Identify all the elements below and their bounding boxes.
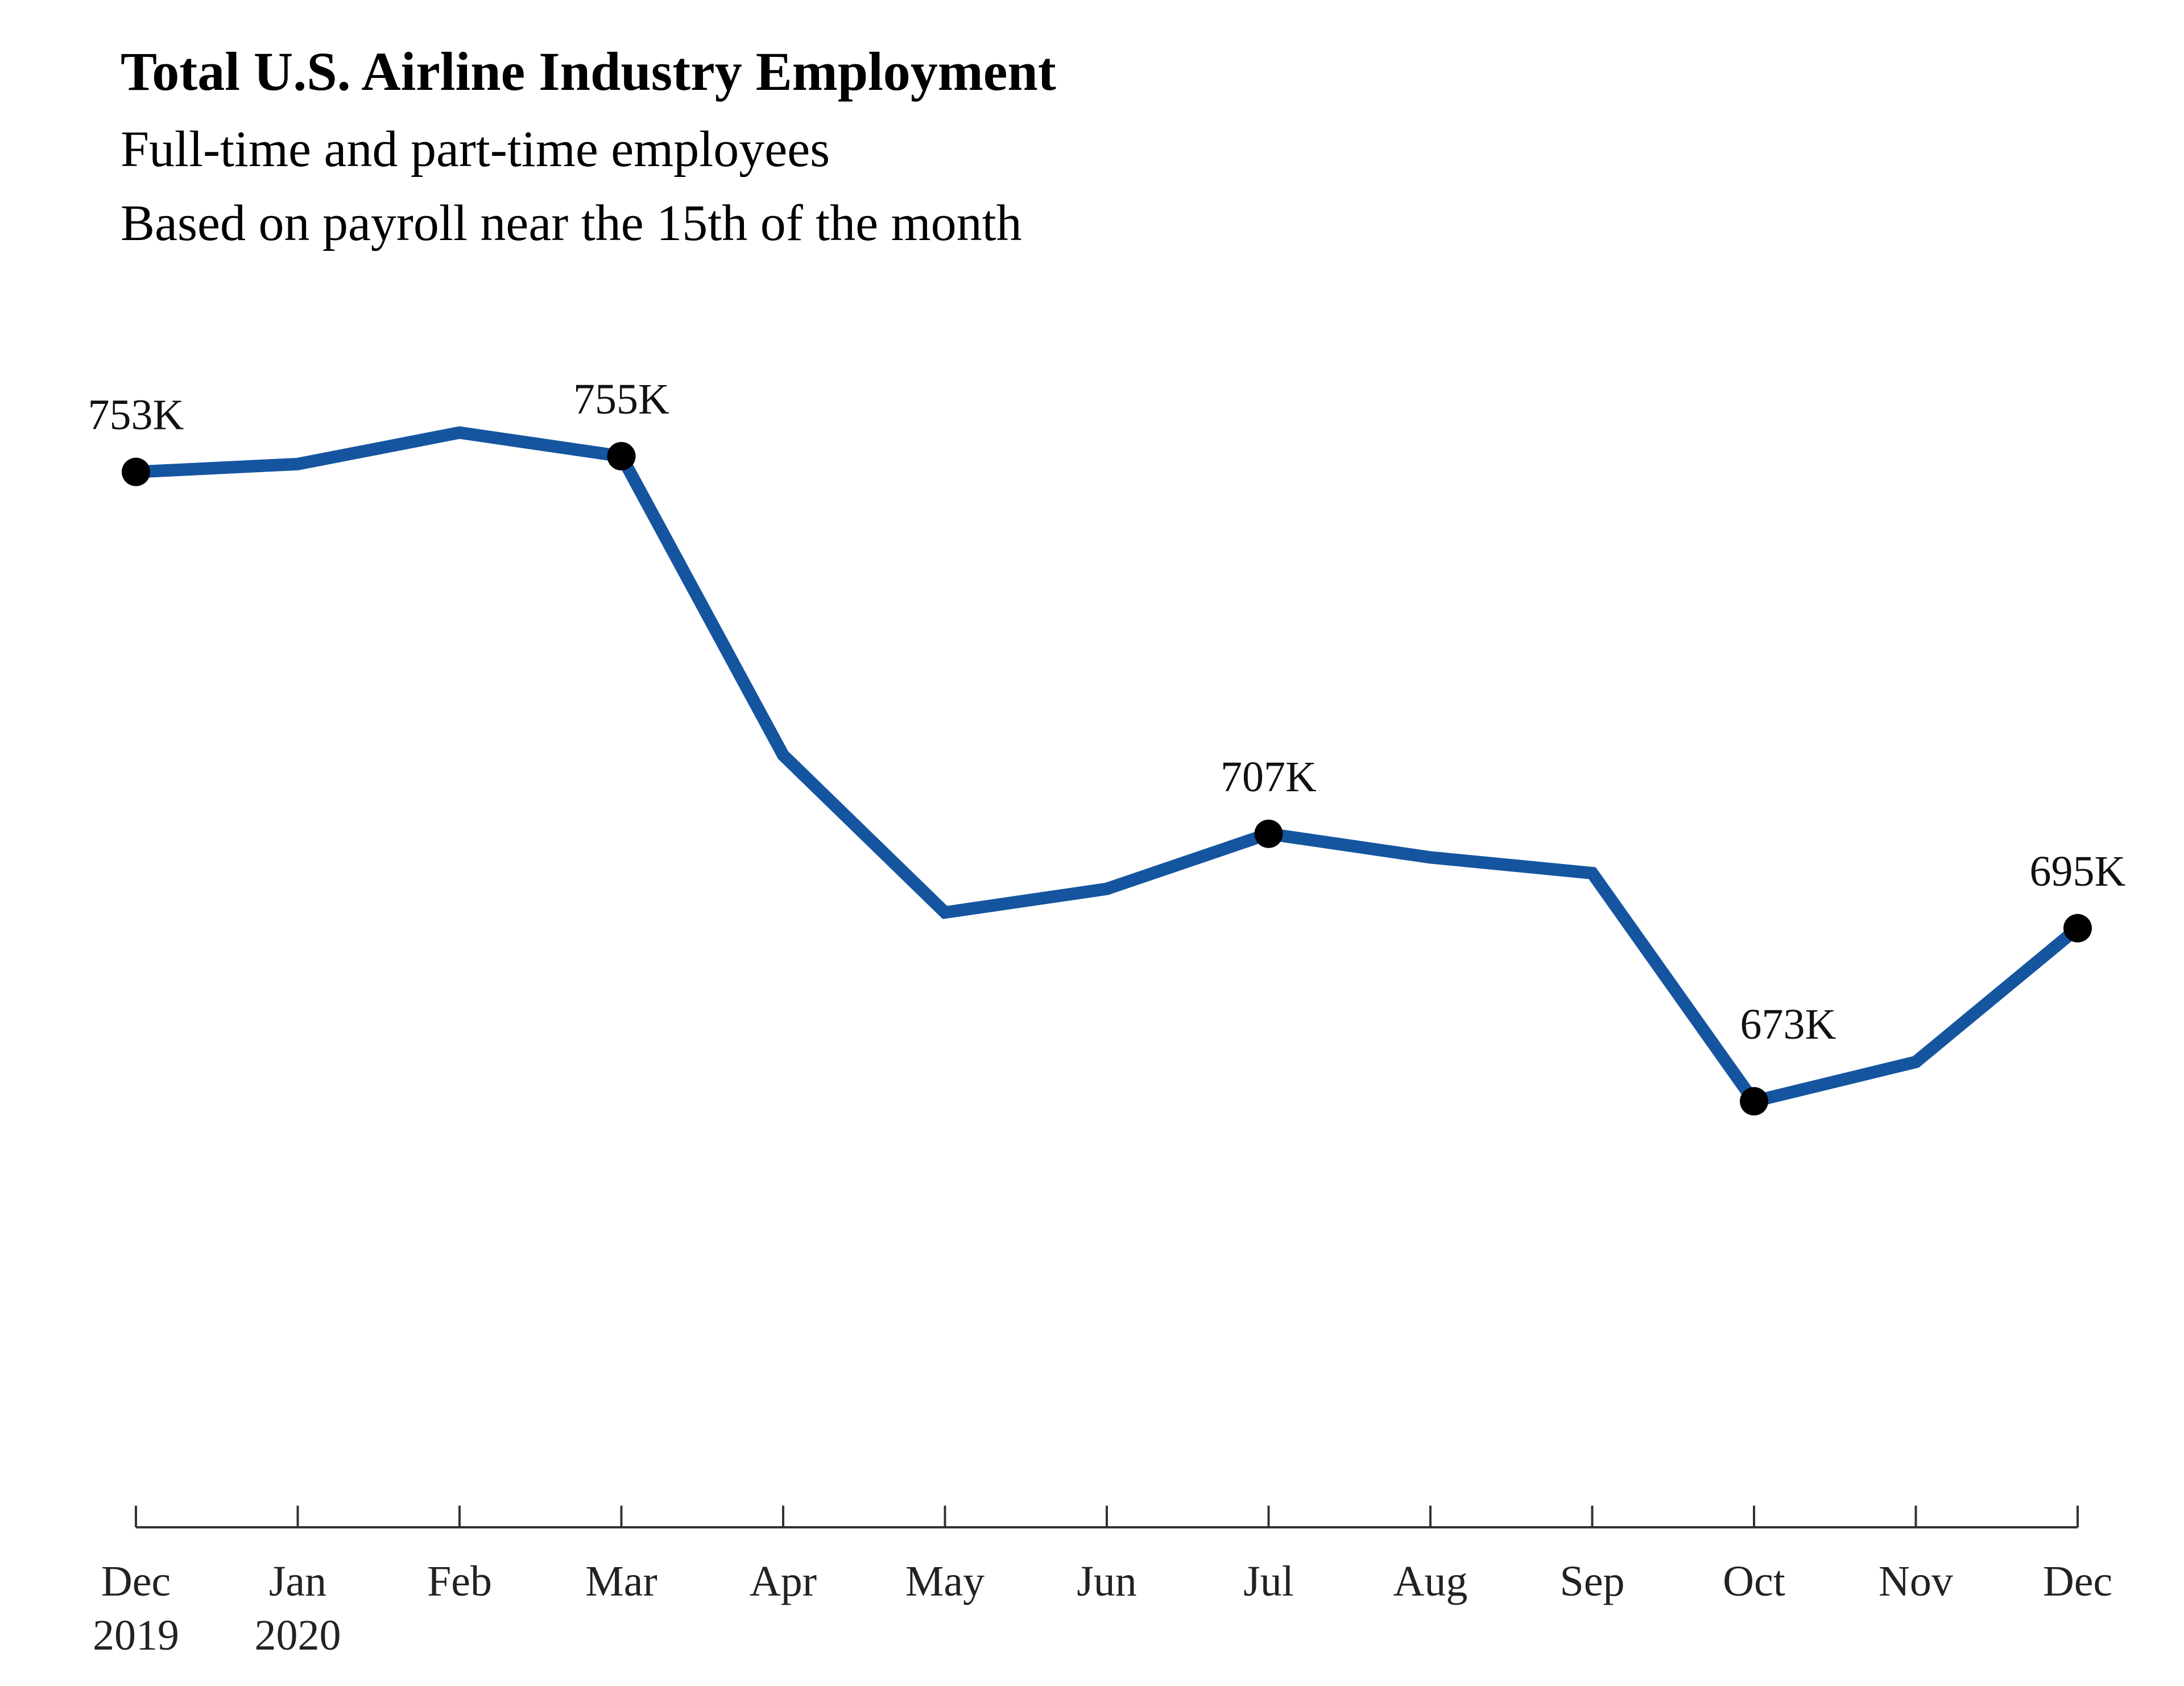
x-tick-label: Jan xyxy=(269,1557,326,1605)
data-label: 707K xyxy=(1221,753,1317,801)
chart-subtitle-2: Based on payroll near the 15th of the mo… xyxy=(121,195,1022,251)
x-tick-label: May xyxy=(905,1557,985,1605)
x-tick-label: Dec xyxy=(2043,1557,2112,1605)
series-employment xyxy=(122,426,2092,1116)
chart-title: Total U.S. Airline Industry Employment xyxy=(121,41,1056,102)
x-tick-label: Mar xyxy=(585,1557,657,1605)
x-tick-label: Jul xyxy=(1243,1557,1294,1605)
data-point-marker xyxy=(122,457,150,486)
x-tick-label: Aug xyxy=(1393,1557,1468,1605)
data-label: 753K xyxy=(88,391,184,439)
x-tick-label: Feb xyxy=(427,1557,492,1605)
x-tick-label: Sep xyxy=(1560,1557,1625,1605)
chart-subtitle-1: Full-time and part-time employees xyxy=(121,121,830,177)
x-tick-label: Oct xyxy=(1723,1557,1785,1605)
x-tick-label: Nov xyxy=(1879,1557,1953,1605)
data-point-marker xyxy=(1254,819,1283,848)
x-tick-year-label: 2020 xyxy=(255,1611,341,1659)
data-point-marker xyxy=(607,442,636,470)
x-tick-label: Dec xyxy=(101,1557,171,1605)
data-labels: 753K 755K 707K 673K 695K xyxy=(88,375,2126,1048)
x-tick-year-label: 2019 xyxy=(93,1611,179,1659)
data-label: 695K xyxy=(2030,848,2126,895)
data-label: 673K xyxy=(1740,1001,1836,1048)
data-label: 755K xyxy=(573,375,669,423)
data-point-marker xyxy=(1740,1087,1768,1116)
x-axis: Dec 2019 Jan 2020 Feb Mar Apr May Jun Jul Aug Sep Oc… xyxy=(93,1506,2112,1659)
x-tick-label: Apr xyxy=(750,1557,817,1605)
data-point-marker xyxy=(2063,914,2092,943)
x-tick-label: Jun xyxy=(1077,1557,1137,1605)
